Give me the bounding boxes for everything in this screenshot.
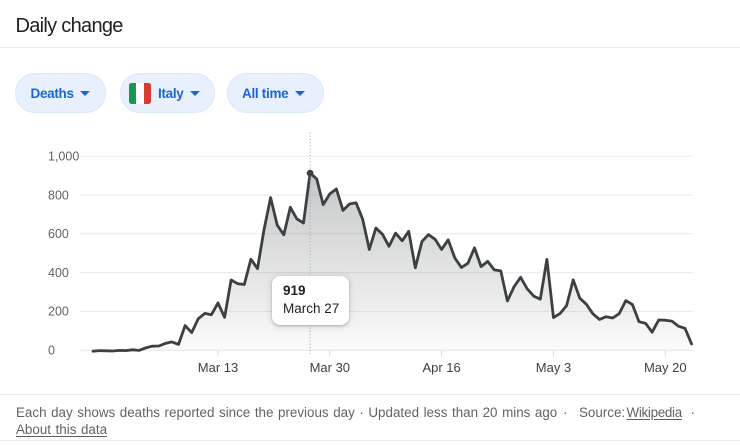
svg-text:800: 800 <box>48 188 69 202</box>
svg-text:Mar 13: Mar 13 <box>198 360 238 375</box>
svg-text:400: 400 <box>48 266 69 280</box>
svg-text:1,000: 1,000 <box>48 150 79 164</box>
svg-text:May 20: May 20 <box>644 360 687 375</box>
svg-text:Apr 16: Apr 16 <box>422 360 460 375</box>
svg-text:May 3: May 3 <box>536 360 571 375</box>
svg-text:600: 600 <box>48 227 69 241</box>
svg-text:0: 0 <box>48 344 55 358</box>
svg-text:Mar 30: Mar 30 <box>310 360 350 375</box>
svg-text:200: 200 <box>48 305 69 319</box>
